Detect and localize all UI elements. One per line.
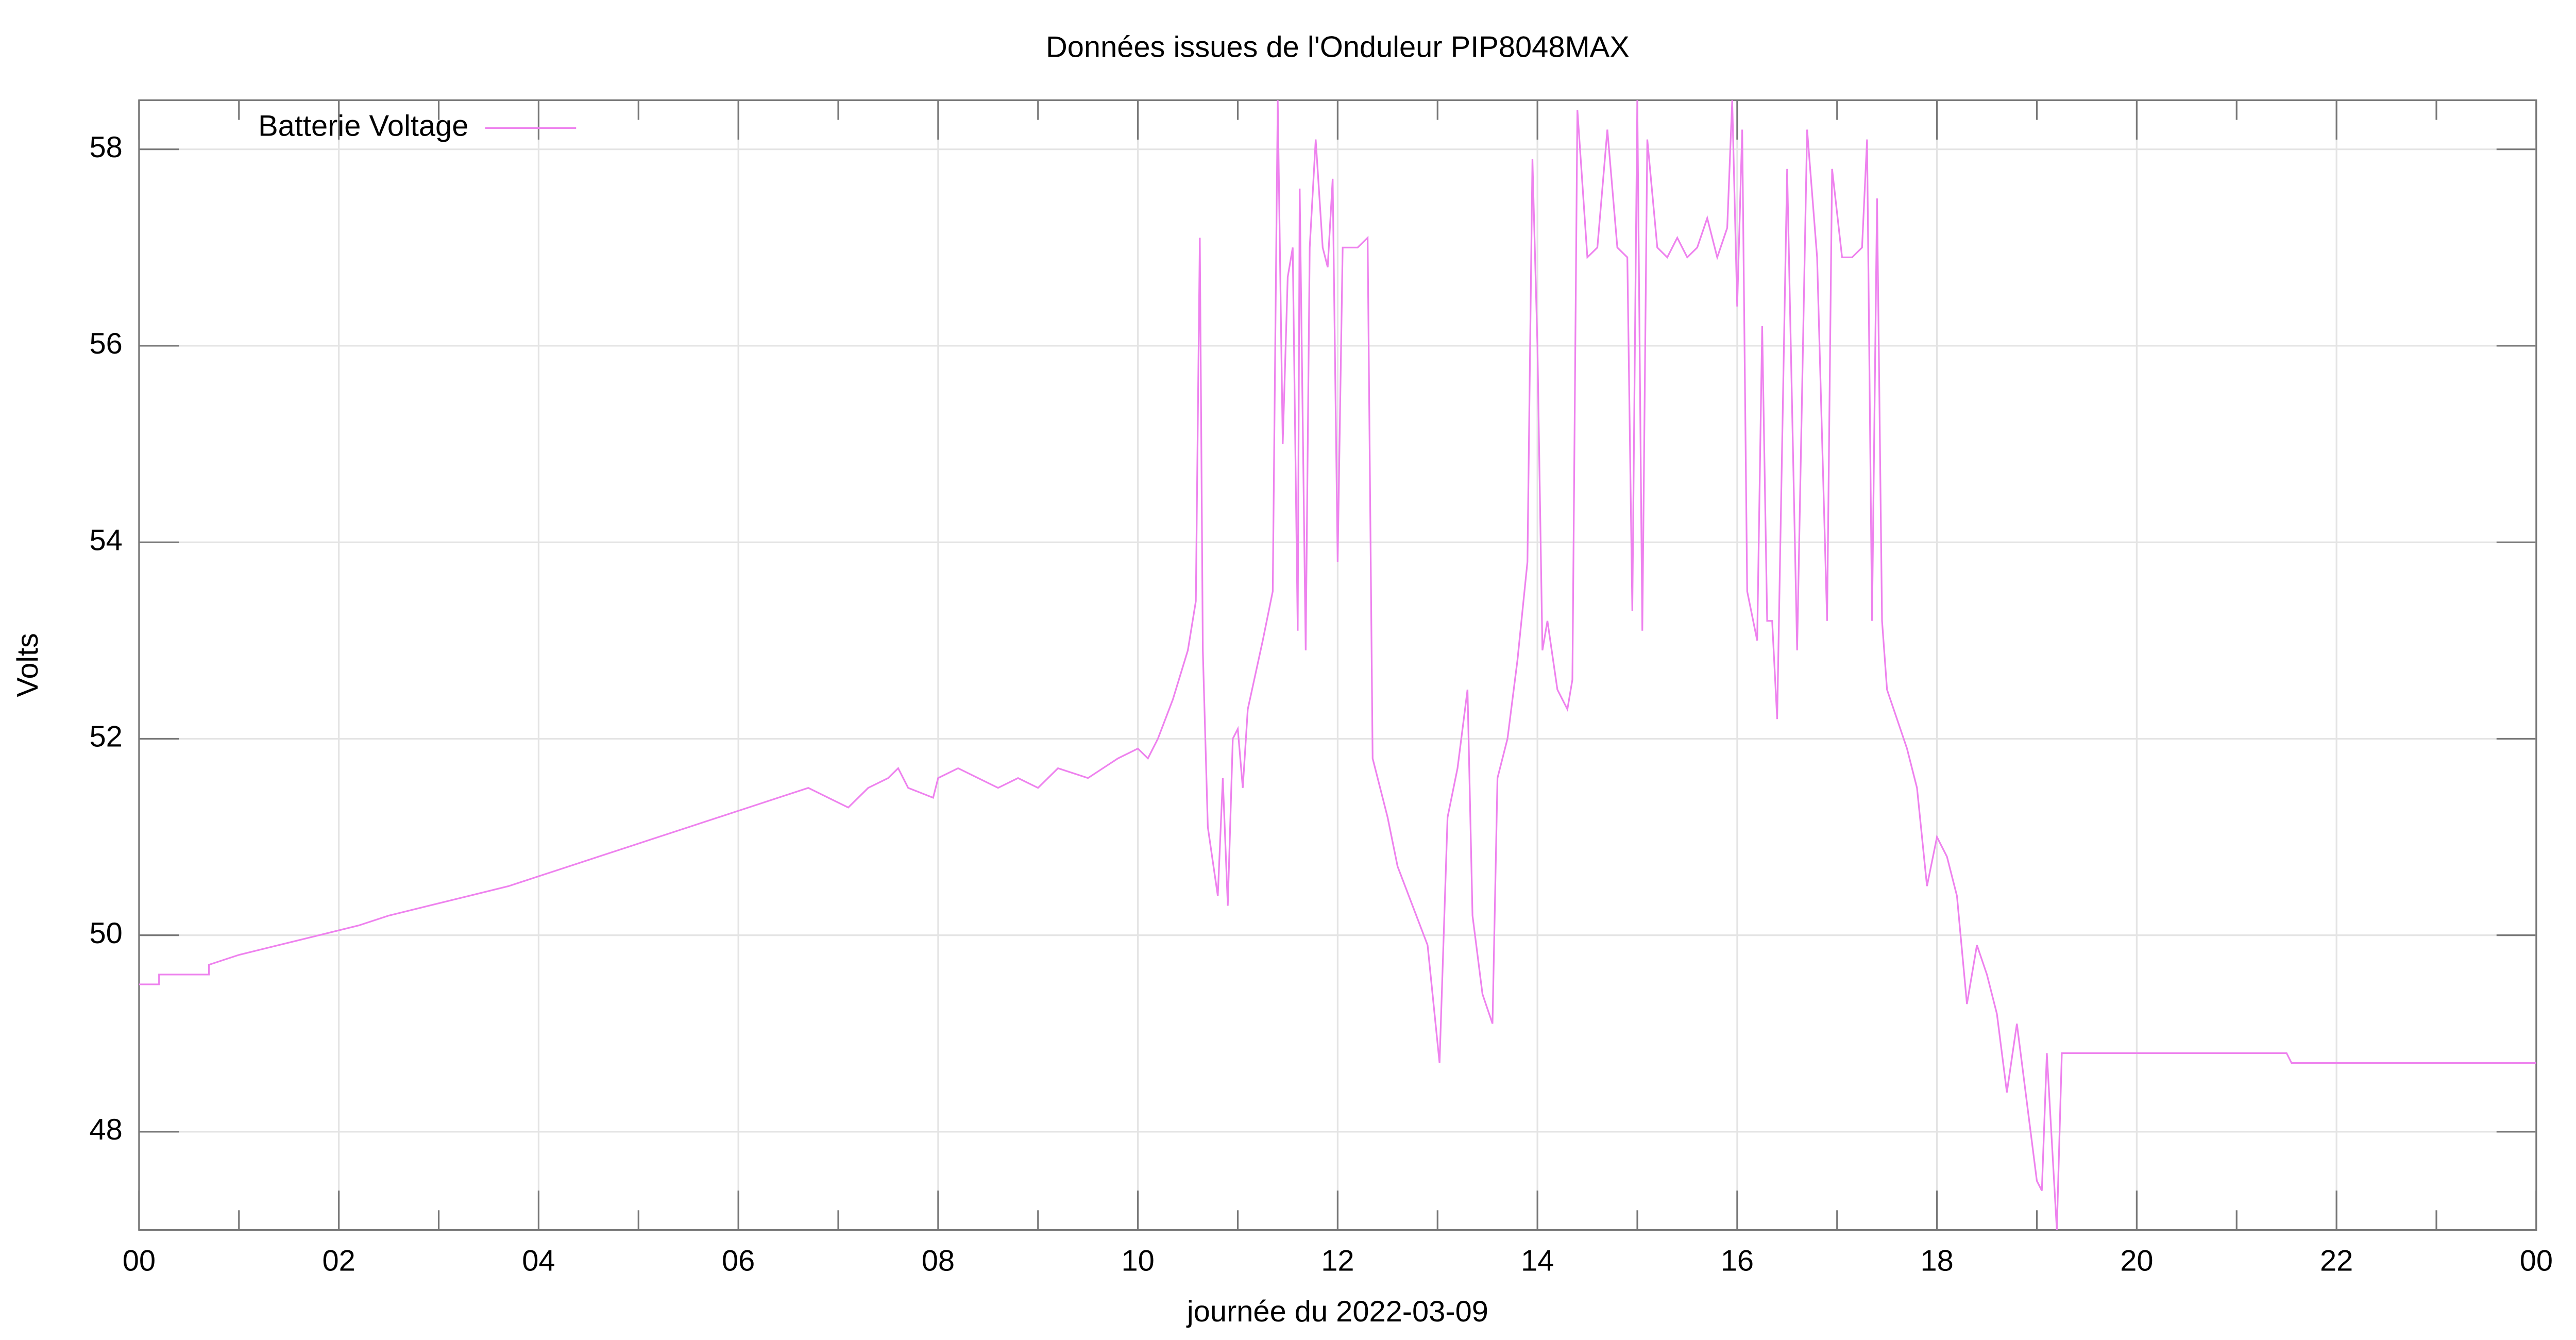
data-line [139,100,2536,1230]
x-tick-label: 20 [2120,1245,2153,1278]
x-tick-label: 10 [1121,1245,1154,1278]
x-axis-label: journée du 2022-03-09 [1186,1295,1488,1328]
x-tick-label: 22 [2320,1245,2353,1278]
x-tick-label: 14 [1521,1245,1554,1278]
x-tick-label: 06 [722,1245,755,1278]
x-tick-label: 08 [922,1245,955,1278]
x-tick-label: 12 [1321,1245,1354,1278]
x-tick-label: 18 [1920,1245,1953,1278]
y-tick-label: 54 [89,524,122,557]
x-tick-label: 04 [522,1245,555,1278]
y-tick-label: 58 [89,131,122,164]
y-tick-label: 48 [89,1113,122,1146]
x-tick-label: 16 [1721,1245,1754,1278]
chart-title: Données issues de l'Onduleur PIP8048MAX [1046,31,1630,64]
x-tick-label: 02 [323,1245,355,1278]
legend-label: Batterie Voltage [258,110,468,143]
plot-frame [138,99,2537,1231]
y-tick-label: 50 [89,917,122,950]
y-tick-label: 56 [89,327,122,360]
y-tick-label: 52 [89,721,122,753]
y-axis-label: Volts [11,633,44,697]
x-tick-label: 00 [2520,1245,2553,1278]
x-tick-label: 00 [123,1245,156,1278]
